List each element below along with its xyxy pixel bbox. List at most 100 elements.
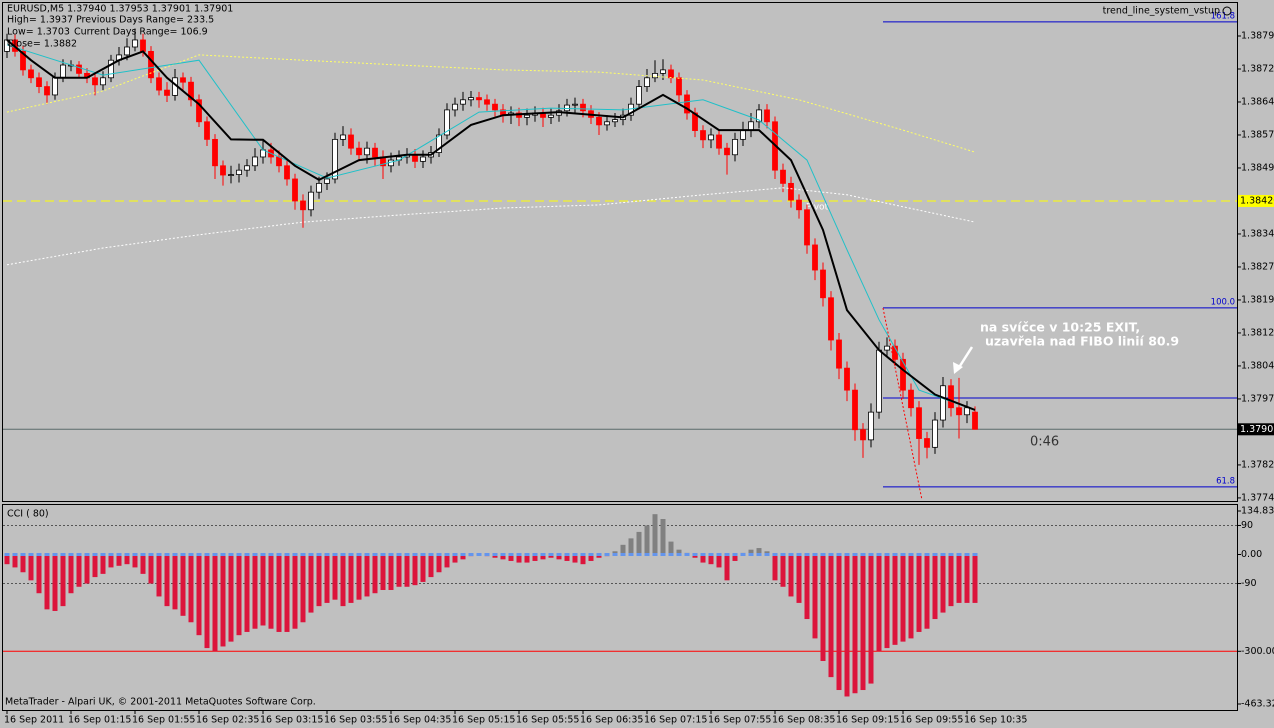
candle-body <box>36 77 42 87</box>
signal-dot <box>340 553 346 557</box>
x-tick-label: 16 Sep 01:15 <box>68 715 131 726</box>
moving-average <box>6 54 976 153</box>
signal-dot <box>236 553 242 557</box>
signal-dot <box>276 553 282 557</box>
signal-dot <box>596 553 602 557</box>
signal-dot <box>900 553 906 557</box>
fibo-label: 161.8 <box>1211 11 1235 21</box>
cci-bar <box>452 554 458 563</box>
signal-dot <box>932 553 938 557</box>
cci-bar <box>588 554 594 561</box>
signal-dot <box>124 553 130 557</box>
signal-dot <box>588 553 594 557</box>
signal-dot <box>636 553 642 557</box>
cci-bar <box>372 554 378 594</box>
pivot-label-box <box>1238 194 1274 207</box>
candle-body <box>652 72 658 79</box>
signal-dot <box>620 553 626 557</box>
cci-bar <box>908 554 914 639</box>
candle-body <box>44 86 50 96</box>
candle-body <box>460 99 466 105</box>
signal-dot <box>748 553 754 557</box>
arrow <box>953 346 974 374</box>
candle-body <box>956 407 962 416</box>
cci-bar <box>580 554 586 565</box>
candle-body <box>324 178 330 184</box>
y-tick-label: 1.38795 <box>1241 30 1274 41</box>
signal-dot <box>516 553 522 557</box>
x-tick-label: 16 Sep 2011 <box>4 715 64 726</box>
candle-body <box>420 156 426 162</box>
candle-body <box>484 99 490 105</box>
signal-dot <box>188 553 194 557</box>
signal-dot <box>796 553 802 557</box>
cci-bar <box>324 554 330 603</box>
candle-body <box>156 77 162 91</box>
pivot-label: 1.38420 <box>1240 195 1274 206</box>
candle-body <box>316 182 322 193</box>
y-tick-label: 1.37820 <box>1241 459 1274 470</box>
signal-dot <box>116 553 122 557</box>
cci-bar <box>900 554 906 642</box>
cci-bar <box>668 541 674 555</box>
cci-bar <box>836 554 842 691</box>
candle-body <box>964 407 970 416</box>
y-tick-label: 134.833 <box>1241 506 1274 517</box>
cci-bar <box>236 554 242 636</box>
low: Low= 1.3703 <box>7 27 70 38</box>
y-tick-label: 1.38045 <box>1241 360 1274 371</box>
candle-body <box>188 81 194 101</box>
signal-dot <box>948 553 954 557</box>
signal-dot <box>916 553 922 557</box>
signal-dot <box>404 553 410 557</box>
signal-dot <box>788 553 794 557</box>
signal-dot <box>388 553 394 557</box>
signal-dot <box>108 553 114 557</box>
candle-body <box>52 77 58 96</box>
moving-average <box>6 39 976 411</box>
cci-bar <box>620 544 626 555</box>
y-tick-label: 0.00 <box>1241 549 1262 560</box>
cci-bar <box>876 554 882 652</box>
signal-dot <box>4 553 10 557</box>
cci-bar <box>404 554 410 587</box>
cci-bar <box>596 554 602 558</box>
candle-body <box>820 269 826 299</box>
signal-dot <box>852 553 858 557</box>
cci-bar <box>436 554 442 573</box>
signal-dot <box>468 553 474 557</box>
cci-bar <box>524 554 530 563</box>
candle-body <box>916 407 922 439</box>
cci-bar <box>844 554 850 697</box>
cci-bar <box>260 554 266 626</box>
signal-dot <box>348 553 354 557</box>
signal-dot <box>612 553 618 557</box>
x-tick-label: 16 Sep 02:35 <box>196 715 259 726</box>
candle-body <box>940 385 946 421</box>
signal-dot <box>908 553 914 557</box>
signal-dot <box>332 553 338 557</box>
signal-dot <box>444 553 450 557</box>
candle-body <box>140 39 146 52</box>
cci-bar <box>132 554 138 568</box>
close: Close= 1.3882 <box>7 39 77 50</box>
cci-bar <box>388 554 394 590</box>
signal-dot <box>572 553 578 557</box>
cci-bar <box>156 554 162 597</box>
cci-bar <box>44 554 50 610</box>
candle-body <box>764 109 770 123</box>
annotation: na svíčce v 10:25 EXIT, <box>980 320 1140 335</box>
indicator-icon[interactable] <box>1222 6 1232 16</box>
fibo-trendline <box>882 307 923 501</box>
cci-bar <box>828 554 834 678</box>
x-tick-label: 16 Sep 01:55 <box>132 715 195 726</box>
candle-body <box>636 86 642 105</box>
candle-body <box>28 69 34 79</box>
candle-body <box>932 419 938 448</box>
signal-dot <box>764 553 770 557</box>
candle-body <box>780 169 786 184</box>
candle-body <box>356 147 362 156</box>
x-tick-label: 16 Sep 09:15 <box>836 715 899 726</box>
candle-body <box>860 429 866 441</box>
